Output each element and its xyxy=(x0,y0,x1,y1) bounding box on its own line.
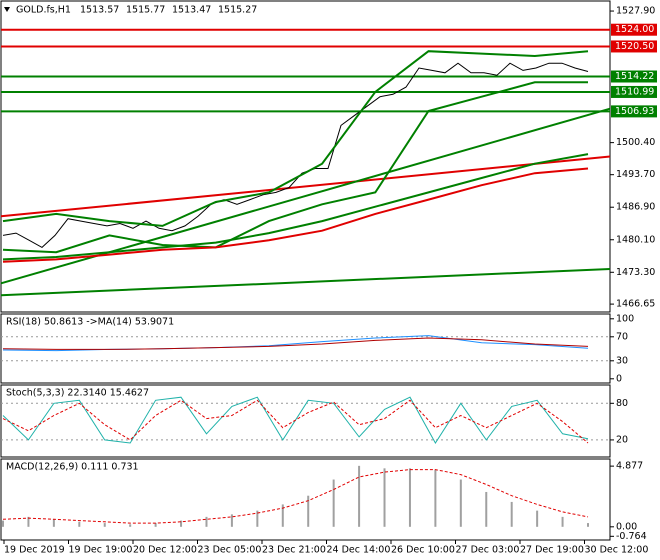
x-tick-label: 23 Dec 05:00 xyxy=(198,545,262,556)
x-tick-label: 27 Dec 03:00 xyxy=(456,545,520,556)
histogram-bar xyxy=(281,504,284,527)
histogram-bar xyxy=(180,520,183,527)
histogram-bar xyxy=(536,510,539,527)
y-tick-label: 0 xyxy=(616,373,622,384)
panel-frame xyxy=(0,384,611,458)
level-label-box xyxy=(611,23,657,36)
histogram-bar xyxy=(307,495,310,527)
trendline xyxy=(0,107,611,285)
x-tick-label: 30 Dec 12:00 xyxy=(585,545,649,556)
histogram-bar xyxy=(459,479,462,527)
indicator-title: RSI(18) 50.8613 ->MA(14) 53.9071 xyxy=(6,317,174,328)
histogram-bar xyxy=(52,519,55,527)
histogram-bar xyxy=(510,501,513,527)
ohlc-value: 1513.57 xyxy=(80,5,119,16)
histogram-bar xyxy=(383,468,386,527)
y-tick-label: 1473.30 xyxy=(616,267,655,278)
y-tick-label: 80 xyxy=(616,398,628,409)
y-tick-label: 100 xyxy=(616,313,634,324)
panel-frame xyxy=(0,313,611,384)
histogram-bar xyxy=(332,479,335,527)
histogram-bar xyxy=(408,468,411,527)
x-tick-label: 27 Dec 19:00 xyxy=(520,545,584,556)
histogram-bar xyxy=(78,521,81,527)
series-line xyxy=(2,81,588,254)
level-label-box xyxy=(611,85,657,98)
y-tick-label: 1527.90 xyxy=(616,6,655,17)
x-tick-label: 20 Dec 12:00 xyxy=(133,545,197,556)
y-tick-label: -0.764 xyxy=(616,531,647,542)
series-line xyxy=(2,50,589,227)
trendline xyxy=(0,155,611,218)
ohlc-value: 1515.77 xyxy=(126,5,165,16)
level-label: 1520.50 xyxy=(615,41,654,52)
y-tick-label: 70 xyxy=(616,331,628,342)
indicator-title: Stoch(5,3,3) 22.3140 15.4627 xyxy=(6,388,149,399)
histogram-bar xyxy=(129,524,132,527)
y-tick-label: 1493.70 xyxy=(616,169,655,180)
series-line xyxy=(2,399,589,444)
y-tick-label: 4.877 xyxy=(616,461,643,472)
histogram-bar xyxy=(154,523,157,527)
histogram-bar xyxy=(358,465,361,527)
histogram-bar xyxy=(561,516,564,527)
trendline xyxy=(0,267,611,297)
panel-frame xyxy=(0,458,611,541)
histogram-bar xyxy=(27,516,30,527)
ohlc-value: 1515.27 xyxy=(218,5,257,16)
histogram-bar xyxy=(103,523,106,527)
series-line xyxy=(2,62,589,249)
x-tick-label: 26 Dec 10:00 xyxy=(391,545,455,556)
chart-title: GOLD.fs,H1 xyxy=(16,5,71,16)
level-label-box xyxy=(611,70,657,83)
ohlc-value: 1513.47 xyxy=(172,5,211,16)
y-tick-label: 30 xyxy=(616,355,628,366)
indicator-title: MACD(12,26,9) 0.111 0.731 xyxy=(6,462,139,473)
x-tick-label: 19 Dec 19:00 xyxy=(69,545,133,556)
x-tick-label: 23 Dec 21:00 xyxy=(262,545,326,556)
series-line xyxy=(2,337,589,350)
level-label-box xyxy=(611,105,657,118)
level-label-box xyxy=(611,40,657,53)
level-label: 1524.00 xyxy=(615,24,654,35)
histogram-bar xyxy=(230,514,233,527)
y-tick-label: 20 xyxy=(616,434,628,445)
level-label: 1514.22 xyxy=(615,71,654,82)
series-line xyxy=(2,469,589,524)
y-tick-label: 1480.10 xyxy=(616,234,655,245)
histogram-bar xyxy=(434,469,437,527)
title-arrow xyxy=(4,7,10,12)
histogram-bar xyxy=(485,491,488,527)
series-line xyxy=(2,153,589,261)
level-label: 1510.99 xyxy=(615,86,654,97)
y-tick-label: 1486.90 xyxy=(616,202,655,213)
x-tick-label: 24 Dec 14:00 xyxy=(327,545,391,556)
level-label: 1506.93 xyxy=(615,106,654,117)
y-tick-label: 1466.65 xyxy=(616,299,655,310)
series-line xyxy=(2,167,589,263)
x-tick-label: 19 Dec 2019 xyxy=(4,545,65,556)
histogram-bar xyxy=(205,516,208,527)
y-tick-label: 1500.40 xyxy=(616,137,655,148)
histogram-bar xyxy=(2,520,4,527)
histogram-bar xyxy=(587,523,589,527)
histogram-bar xyxy=(256,510,259,527)
y-tick-label: 0.00 xyxy=(616,521,637,532)
